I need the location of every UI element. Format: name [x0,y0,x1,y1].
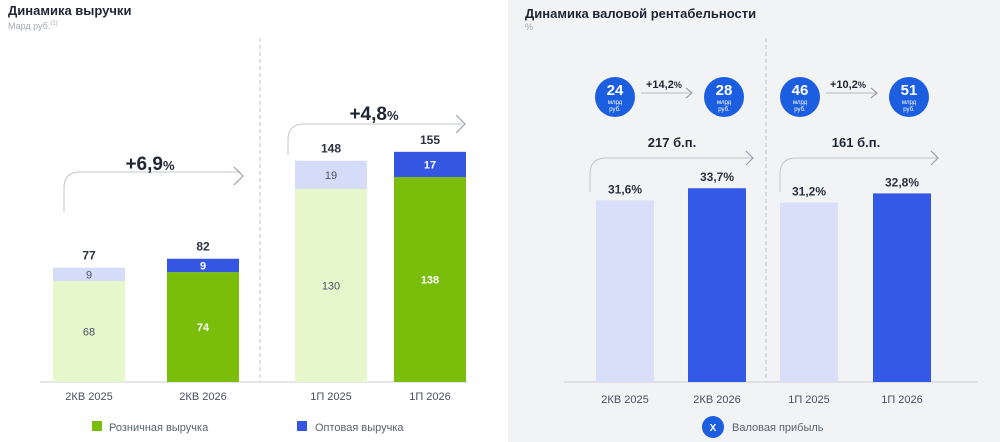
margin-chart-title: Динамика валовой рентабельности [525,6,757,21]
svg-text:млрд: млрд [793,100,808,106]
legend-gross-profit: X Валовая прибыль [702,416,824,438]
x-tick-label: 1П 2025 [788,394,830,406]
svg-text:руб.: руб. [609,107,621,113]
svg-text:млрд: млрд [717,100,732,106]
margin-bar [688,188,746,382]
margin-bar [596,200,654,382]
bar-value-label: 31,2% [792,185,826,199]
legend-gross-profit-label: Валовая прибыль [732,422,824,434]
gross-profit-circle-2: 28 млрд руб. [704,77,744,117]
legend-wholesale-label: Оптовая выручка [315,422,404,434]
retail-bar-segment [394,177,466,382]
svg-text:28: 28 [716,82,733,99]
growth-arrow-1 [63,171,240,212]
svg-text:руб.: руб. [718,107,730,113]
wholesale-bar-segment [295,160,367,189]
x-tick-label: 1П 2025 [310,391,352,403]
bar-value-label: 32,8% [885,175,919,189]
growth-label-2: +4,8% [349,104,399,125]
svg-text:млрд: млрд [608,100,623,106]
bar-value-label: 33,7% [700,170,734,184]
segment-value-label: 68 [83,327,95,339]
wholesale-bar-segment [167,258,239,273]
retail-bar-segment [53,281,125,382]
svg-text:X: X [710,423,717,434]
x-tick-label: 1П 2026 [409,391,451,403]
x-tick-label: 2КВ 2025 [65,391,112,403]
segment-value-label: 9 [200,260,206,272]
bp-arrow-2 [779,157,938,192]
bar-total-label: 155 [420,133,440,147]
bp-label-1: 217 б.п. [648,135,696,150]
segment-value-label: 19 [325,170,337,182]
segment-value-label: 17 [424,159,436,171]
x-tick-label: 2КВ 2026 [179,391,226,403]
segment-value-label: 74 [197,322,210,334]
revenue-chart-panel: Динамика выручки Мард руб.(1) +6,9% +4,8… [8,3,468,434]
svg-text:24: 24 [607,82,624,99]
gross-profit-circle-3: 46 млрд руб. [780,77,820,117]
legend-wholesale-swatch [297,421,307,431]
gross-profit-growth-2: +10,2% [830,79,866,91]
svg-text:46: 46 [792,82,809,99]
svg-text:51: 51 [901,82,918,99]
bar-total-label: 148 [321,142,341,156]
gross-profit-circle-4: 51 млрд руб. [889,77,929,117]
retail-bar-segment [167,272,239,382]
growth-arrowhead-1 [233,166,244,186]
segment-value-label: 138 [421,275,439,287]
wholesale-bar-segment [394,151,466,178]
revenue-chart: +6,9% +4,8% 68 9 77 2КВ 2025 74 9 82 2КВ 2026 13… [40,38,468,434]
gross-profit-growth-1: +14,2% [646,79,682,91]
growth-label-1: +6,9% [125,154,175,175]
x-tick-label: 2КВ 2026 [693,394,740,406]
gross-profit-circle-1: 24 млрд руб. [595,77,635,117]
revenue-unit: Мард руб. [8,21,51,31]
growth-arrow-2 [287,123,462,155]
legend-retail-swatch [92,421,102,431]
svg-text:руб.: руб. [794,107,806,113]
margin-chart-unit: % [525,22,534,32]
margin-bar [780,202,838,382]
growth-arrowhead-2 [455,114,466,134]
legend-retail-label: Розничная выручка [109,422,209,434]
segment-value-label: 9 [86,269,92,281]
retail-bar-segment [295,188,367,382]
margin-bar [873,193,931,382]
margin-chart-panel: Динамика валовой рентабельности % 24 млр… [508,0,1000,442]
revenue-chart-subtitle: Мард руб.(1) [8,21,58,31]
svg-text:руб.: руб. [903,107,915,113]
x-tick-label: 2КВ 2025 [601,394,648,406]
bar-total-label: 77 [82,249,96,263]
margin-chart: 24 млрд руб. +14,2% 28 млрд руб. 46 млрд… [564,38,978,438]
bar-total-label: 82 [196,240,210,254]
bp-arrow-1 [589,157,753,192]
wholesale-bar-segment [53,267,125,282]
segment-value-label: 130 [322,280,340,292]
svg-text:млрд: млрд [902,100,917,106]
revenue-chart-title: Динамика выручки [8,3,132,18]
legend-gross-profit-badge [702,416,724,438]
revenue-footnote-mark: (1) [50,21,58,27]
x-tick-label: 1П 2026 [881,394,923,406]
bp-label-2: 161 б.п. [832,135,880,150]
bar-value-label: 31,6% [608,182,642,196]
